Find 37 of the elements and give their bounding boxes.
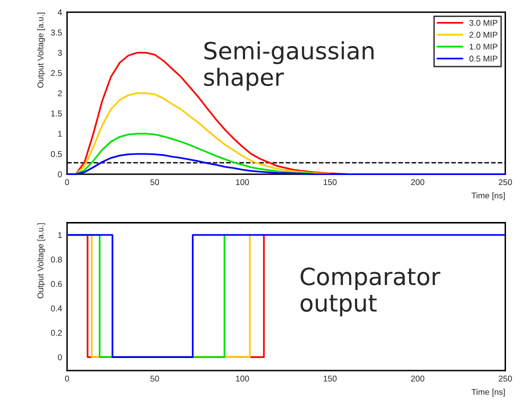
y-tick-label: 0.5 [50, 151, 62, 157]
x-tick-label: 100 [236, 376, 249, 382]
y-axis-title: Output Voltage [a.u.] [37, 223, 46, 298]
x-tick-label: 200 [411, 179, 424, 186]
y-tick-label: 1 [58, 130, 62, 137]
y-tick-label: 0.6 [50, 281, 62, 287]
legend-label: 3.0 MIP [469, 20, 498, 26]
x-tick-label: 50 [150, 179, 160, 186]
y-axis-title: Output Voltage [a.u.] [37, 12, 46, 88]
y-tick-label: 3.5 [50, 30, 62, 36]
x-axis-title: Time [ns] [472, 192, 505, 200]
y-tick-label: 0 [58, 354, 62, 360]
annotation: Semi-gaussian shaper [204, 41, 374, 91]
y-tick-label: 0.2 [50, 330, 62, 336]
x-tick-label: 250 [498, 376, 512, 382]
y-tick-label: 0 [58, 171, 62, 178]
x-tick-label: 250 [498, 179, 512, 186]
y-tick-label: 2.5 [51, 70, 62, 76]
x-tick-label: 50 [150, 376, 160, 382]
x-tick-label: 150 [324, 179, 337, 186]
legend-label: 0.5 MIP [469, 56, 498, 62]
y-tick-label: 2 [58, 90, 62, 96]
x-axis-title: Time [ns] [472, 388, 505, 397]
y-tick-label: 4 [58, 9, 62, 16]
y-tick-label: 0.4 [50, 305, 62, 312]
x-tick-label: 100 [236, 179, 249, 186]
x-tick-label: 200 [411, 376, 424, 382]
x-tick-label: 0 [65, 376, 70, 382]
y-tick-label: 1.5 [51, 110, 62, 116]
x-tick-label: 0 [65, 179, 70, 186]
x-tick-label: 150 [324, 376, 337, 382]
legend-label: 1.0 MIP [470, 44, 498, 50]
annotation: Comparator output [300, 268, 440, 316]
y-tick-label: 1 [58, 232, 62, 238]
legend-label: 2.0 MIP [470, 32, 498, 38]
y-tick-label: 0.8 [50, 256, 62, 262]
y-tick-label: 3 [58, 50, 62, 56]
